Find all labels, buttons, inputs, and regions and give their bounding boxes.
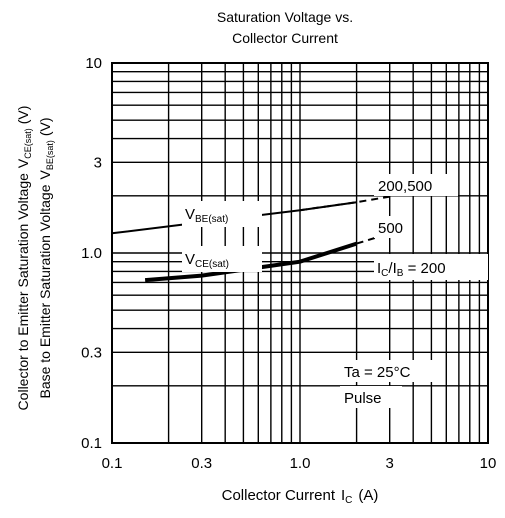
y-tick-label: 0.1 — [81, 435, 102, 452]
x-axis-label: Collector Current IC (A) — [222, 487, 379, 506]
x-tick-label: 1.0 — [290, 455, 311, 472]
plot-frame — [111, 62, 489, 444]
x-tick-label: 0.1 — [102, 455, 123, 472]
y-tick-label: 10 — [85, 55, 102, 72]
annotation-ratio: IC/IB = 200 — [377, 260, 446, 279]
y-tick-label: 1.0 — [81, 245, 102, 262]
annotation-ratio-bg — [374, 254, 488, 280]
y-tick-label: 3 — [94, 154, 102, 171]
y-tick-label: 0.3 — [81, 344, 102, 361]
series-label-vbe-sat: VBE(sat) — [185, 206, 228, 225]
annotation-temperature: Ta = 25°C — [344, 364, 411, 381]
annotation-temp-bg — [340, 360, 444, 382]
label-vce-bg — [182, 246, 262, 272]
annotation-pulse: Pulse — [344, 390, 382, 407]
label-vbe-bg — [182, 201, 262, 227]
axis-tick-labels: 0.1 0.3 1.0 3 10 0.1 0.3 1.0 3 10 — [81, 55, 496, 472]
y-axis-label-vbe: Base to Emitter Saturation VoltageVBE(sa… — [37, 117, 55, 398]
annotation-500-bg — [374, 216, 408, 238]
chart-title-line-2: Collector Current — [232, 30, 338, 46]
annotation-500: 500 — [378, 220, 403, 237]
x-tick-label: 10 — [480, 455, 497, 472]
annotation-200-500-bg — [374, 174, 458, 196]
plot-grid — [112, 63, 488, 443]
x-tick-label: 3 — [386, 455, 394, 472]
y-axis-label-vce: Collector to Emitter Saturation VoltageV… — [15, 106, 33, 411]
x-tick-label: 0.3 — [191, 455, 212, 472]
annotation-pulse-bg — [340, 386, 402, 408]
chart-title-line-1: Saturation Voltage vs. — [217, 9, 353, 25]
series-label-vce-sat: VCE(sat) — [185, 251, 229, 270]
annotation-200-500: 200,500 — [378, 178, 432, 195]
